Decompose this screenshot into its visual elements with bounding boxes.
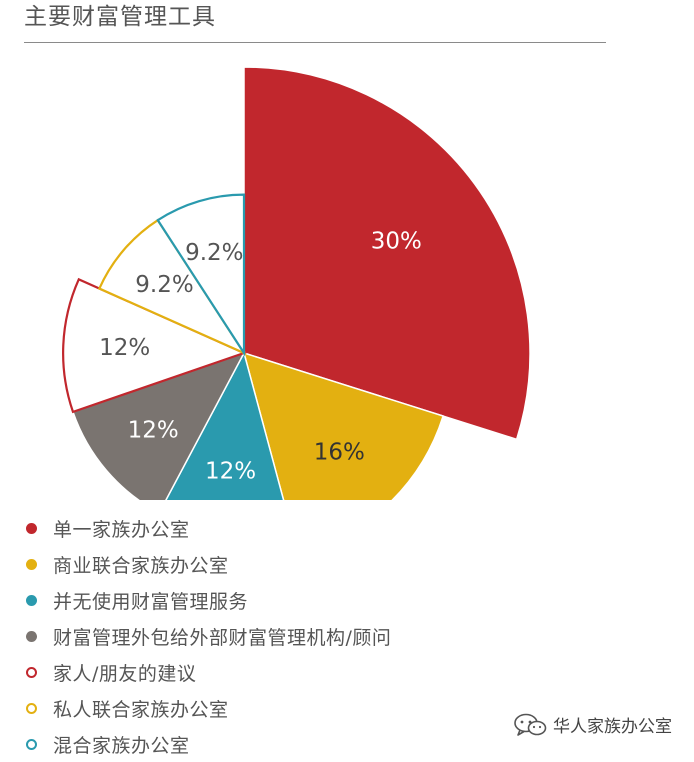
- legend-label: 单一家族办公室: [53, 518, 190, 541]
- legend-marker-dot-icon: [26, 522, 37, 534]
- wechat-icon: [514, 713, 547, 736]
- pie-slice-4: [72, 351, 246, 500]
- pie-slice-1: [243, 66, 531, 441]
- pie-slice-2: [242, 351, 445, 500]
- legend-item-4: 财富管理外包给外部财富管理机构/顾问: [26, 618, 391, 654]
- title-divider: [24, 42, 606, 43]
- legend-marker-ring-icon: [26, 666, 37, 678]
- data-label-3: 12%: [205, 459, 256, 485]
- legend-item-2: 商业联合家族办公室: [26, 546, 391, 582]
- legend-item-1: 单一家族办公室: [26, 510, 391, 546]
- pie-slice-6: [97, 218, 247, 356]
- legend-marker-ring-icon: [26, 738, 37, 750]
- data-label-5: 12%: [99, 335, 150, 361]
- data-label-2: 16%: [314, 440, 365, 466]
- data-label-4: 12%: [128, 418, 179, 444]
- chart-title: 主要财富管理工具: [24, 4, 216, 30]
- data-label-1: 30%: [371, 229, 422, 255]
- legend-item-5: 家人/朋友的建议: [26, 654, 391, 690]
- legend-label: 财富管理外包给外部财富管理机构/顾问: [53, 626, 392, 649]
- data-label-6: 9.2%: [135, 272, 193, 298]
- legend-item-6: 私人联合家族办公室: [26, 690, 391, 726]
- watermark: 华人家族办公室: [513, 712, 672, 737]
- pie-slice-7: [156, 193, 246, 357]
- data-label-7: 9.2%: [185, 240, 243, 266]
- legend-item-7: 混合家族办公室: [26, 726, 391, 762]
- legend-label: 私人联合家族办公室: [53, 698, 229, 721]
- legend-marker-dot-icon: [26, 594, 37, 606]
- chart-legend: 单一家族办公室商业联合家族办公室 并无使用财富管理服务财富管理外包给外部财富管理机…: [26, 510, 391, 762]
- legend-marker-dot-icon: [26, 558, 37, 570]
- polar-area-chart: 30% 16% 12% 12% 12% 9.2% 9.2%: [62, 66, 531, 500]
- watermark-text: 华人家族办公室: [553, 717, 672, 737]
- legend-marker-dot-icon: [26, 630, 37, 642]
- legend-label: 家人/朋友的建议: [53, 662, 197, 685]
- pie-slice-3: [165, 350, 285, 500]
- legend-label: 并无使用财富管理服务: [53, 590, 249, 613]
- pie-slice-5: [62, 277, 247, 414]
- legend-label: 混合家族办公室: [53, 734, 190, 757]
- legend-label: 商业联合家族办公室: [53, 554, 229, 577]
- legend-item-3: 并无使用财富管理服务: [26, 582, 391, 618]
- legend-marker-ring-icon: [26, 702, 37, 714]
